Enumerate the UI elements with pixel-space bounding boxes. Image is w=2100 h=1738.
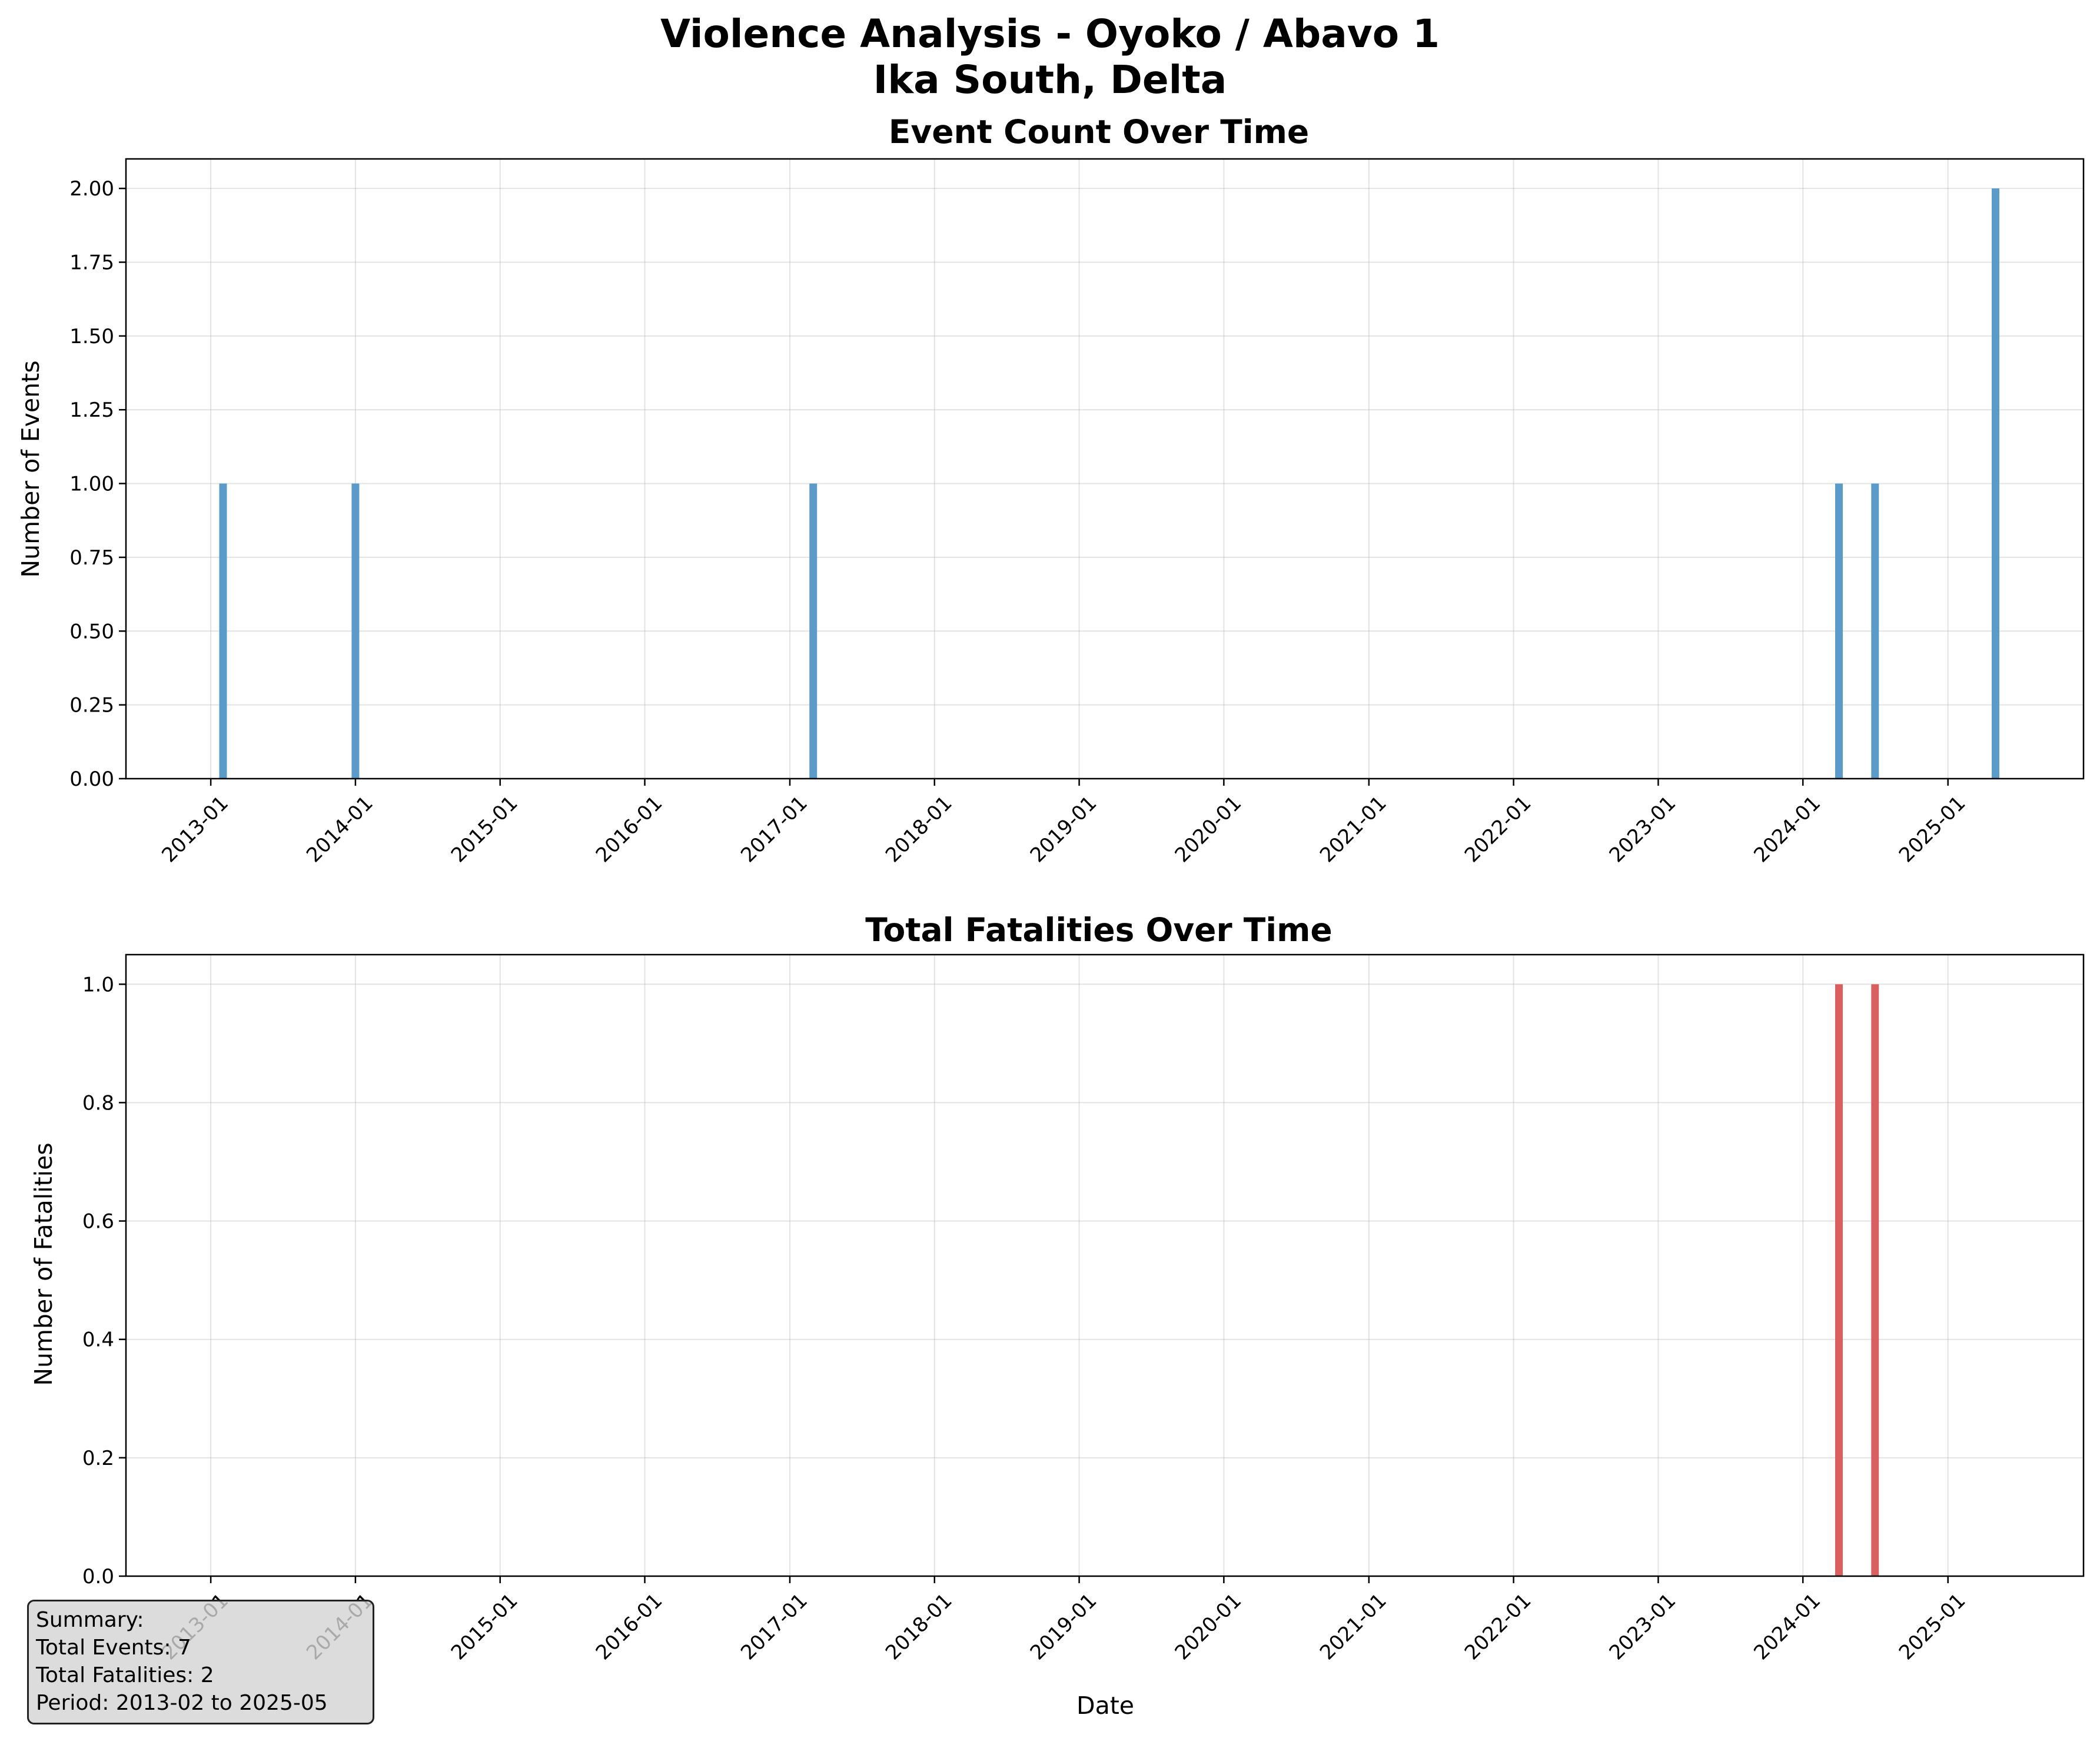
fatalities-ylabel: Number of Fatalities	[29, 1142, 58, 1385]
fatalities-xtick-label-4: 2017-01	[736, 1589, 812, 1665]
event-count-xtick-label-6: 2019-01	[1026, 792, 1102, 868]
event-count-axes-frame	[125, 158, 2085, 780]
event-count-xtick-label-10: 2023-01	[1605, 792, 1681, 868]
event-count-ytick-label-4: 1.00	[69, 473, 114, 496]
event-count-ylabel: Number of Events	[16, 360, 45, 577]
event-count-xtick-label-5: 2018-01	[881, 792, 957, 868]
event-count-xtick-label-1: 2014-01	[302, 792, 378, 868]
event-count-panel: Event Count Over Time Number of Events 0…	[16, 113, 2085, 868]
event-count-ytick-label-0: 0.00	[69, 767, 114, 791]
fatalities-xtick-label-12: 2025-01	[1895, 1589, 1971, 1665]
figure-title-line1: Violence Analysis - Oyoko / Abavo 1	[660, 11, 1440, 57]
event-count-xtick-label-0: 2013-01	[157, 792, 233, 868]
event-count-bar-2024-04	[1835, 483, 1843, 779]
summary-total-fatalities: Total Fatalities: 2	[36, 1663, 214, 1687]
event-count-xtick-label-4: 2017-01	[736, 792, 812, 868]
fatalities-ytick-label-4: 0.8	[82, 1091, 114, 1115]
fatalities-xtick-label-8: 2021-01	[1315, 1589, 1391, 1665]
summary-period: Period: 2013-02 to 2025-05	[36, 1691, 328, 1715]
fatalities-xlabel: Date	[1076, 1692, 1134, 1720]
summary-box: Summary: Total Events: 7 Total Fatalitie…	[27, 1600, 374, 1724]
fatalities-xtick-label-3: 2016-01	[592, 1589, 667, 1665]
summary-total-events: Total Events: 7	[36, 1636, 191, 1660]
fatalities-xtick-label-10: 2023-01	[1605, 1589, 1681, 1665]
fatalities-xtick-label-2: 2015-01	[447, 1589, 523, 1665]
fatalities-ytick-label-5: 1.0	[82, 973, 114, 996]
event-count-bar-2017-03	[809, 483, 818, 779]
fatalities-axes-frame	[125, 953, 2085, 1577]
event-count-ytick-label-3: 0.75	[69, 546, 114, 570]
fatalities-xtick-label-5: 2018-01	[881, 1589, 957, 1665]
fatalities-xtick-label-9: 2022-01	[1460, 1589, 1536, 1665]
event-count-xtick-label-7: 2020-01	[1171, 792, 1247, 868]
fatalities-ytick-label-0: 0.0	[82, 1565, 114, 1589]
event-count-xtick-label-12: 2025-01	[1895, 792, 1971, 868]
event-count-bar-2025-05	[1992, 188, 2000, 779]
fatalities-ytick-label-2: 0.4	[82, 1328, 114, 1352]
event-count-ytick-label-8: 2.00	[69, 177, 114, 201]
fatalities-panel: Total Fatalities Over Time Number of Fat…	[29, 911, 2085, 1720]
event-count-xtick-label-9: 2022-01	[1460, 792, 1536, 868]
event-count-title: Event Count Over Time	[889, 113, 1309, 151]
fatalities-title: Total Fatalities Over Time	[865, 911, 1332, 949]
event-count-xtick-label-8: 2021-01	[1315, 792, 1391, 868]
figure-title-line2: Ika South, Delta	[873, 57, 1227, 102]
event-count-xtick-label-11: 2024-01	[1749, 792, 1825, 868]
fatalities-ytick-label-3: 0.6	[82, 1210, 114, 1234]
summary-heading: Summary:	[36, 1608, 144, 1632]
event-count-ytick-label-2: 0.50	[69, 620, 114, 643]
event-count-bar-2014-01	[351, 483, 360, 779]
event-count-ytick-label-7: 1.75	[69, 251, 114, 275]
fatalities-bar-2024-04	[1835, 984, 1843, 1576]
fatalities-xtick-label-6: 2019-01	[1026, 1589, 1102, 1665]
event-count-xtick-label-2: 2015-01	[447, 792, 523, 868]
fatalities-bar-2024-07	[1871, 984, 1879, 1576]
event-count-bar-2024-07	[1871, 483, 1879, 779]
event-count-ytick-label-6: 1.50	[69, 325, 114, 348]
event-count-ytick-label-5: 1.25	[69, 398, 114, 422]
fatalities-xtick-label-7: 2020-01	[1171, 1589, 1247, 1665]
event-count-xtick-label-3: 2016-01	[592, 792, 667, 868]
fatalities-xtick-label-11: 2024-01	[1749, 1589, 1825, 1665]
event-count-bar-2013-02	[219, 483, 227, 779]
event-count-ytick-label-1: 0.25	[69, 694, 114, 717]
fatalities-ytick-label-1: 0.2	[82, 1447, 114, 1470]
